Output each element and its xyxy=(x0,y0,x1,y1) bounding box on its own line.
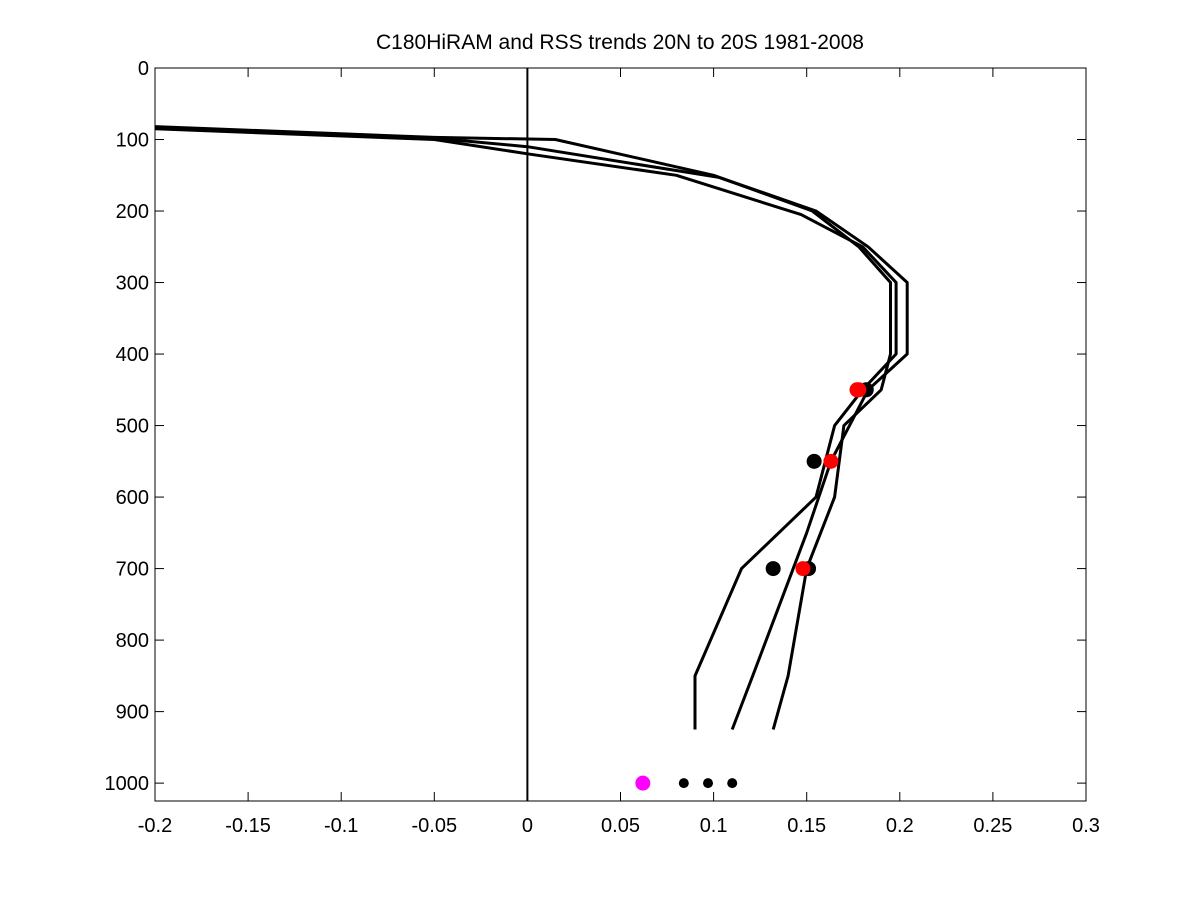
data-point-5 xyxy=(806,453,822,469)
x-tick-label: 0.25 xyxy=(973,815,1012,837)
series-line-3 xyxy=(155,127,898,730)
x-tick-label: 0.1 xyxy=(700,815,728,837)
y-tick-label: 100 xyxy=(116,130,149,152)
y-tick-label: 500 xyxy=(116,416,149,438)
y-tick-label: 700 xyxy=(116,559,149,581)
series-line-1 xyxy=(155,125,892,730)
plot-area xyxy=(155,68,909,801)
data-point-9 xyxy=(635,775,651,791)
chart-title: C180HiRAM and RSS trends 20N to 20S 1981… xyxy=(376,31,864,54)
data-point-4 xyxy=(823,453,839,469)
y-tick-label: 0 xyxy=(138,58,149,80)
y-tick-label: 200 xyxy=(116,201,149,223)
x-tick-label: 0.05 xyxy=(601,815,640,837)
y-tick-label: 800 xyxy=(116,630,149,652)
x-tick-label: -0.1 xyxy=(324,815,358,837)
series-line-2 xyxy=(155,125,909,731)
y-tick-label: 1000 xyxy=(105,773,150,795)
x-tick-label: 0.2 xyxy=(886,815,914,837)
y-tick-label: 900 xyxy=(116,702,149,724)
y-tick-label: 600 xyxy=(116,487,149,509)
data-point-8 xyxy=(795,561,811,577)
data-point-6 xyxy=(765,561,781,577)
x-tick-label: -0.15 xyxy=(225,815,271,837)
ticks-layer: -0.2 -0.15 -0.1 -0.05 0 0.05 0.1 0.15 0.2 0.25 0.3… xyxy=(105,58,1100,837)
x-tick-label: 0.15 xyxy=(787,815,826,837)
data-point-3 xyxy=(851,382,867,398)
data-point-11 xyxy=(703,778,714,789)
x-tick-label: -0.05 xyxy=(412,815,458,837)
plot-layer xyxy=(155,68,909,801)
y-tick-label: 300 xyxy=(116,273,149,295)
y-tick-label: 400 xyxy=(116,344,149,366)
x-tick-label: 0 xyxy=(522,815,533,837)
x-tick-label: -0.2 xyxy=(138,815,172,837)
x-tick-label: 0.3 xyxy=(1072,815,1100,837)
data-point-12 xyxy=(727,778,738,789)
data-point-10 xyxy=(678,778,689,789)
